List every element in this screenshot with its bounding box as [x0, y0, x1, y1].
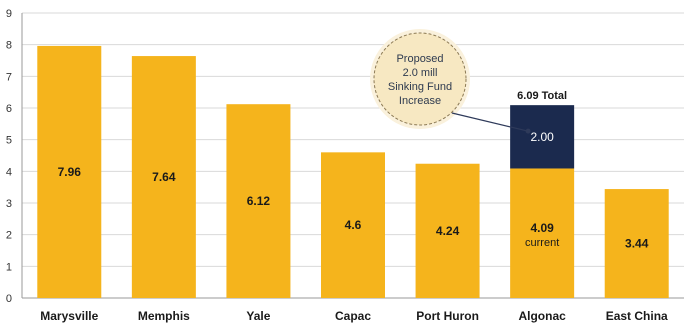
annotation-line: Sinking Fund	[388, 81, 452, 93]
x-tick-label: Memphis	[138, 309, 190, 323]
x-tick-label: Port Huron	[416, 309, 479, 323]
x-axis: Marysville Memphis Yale Capac Port Huron Algo…	[40, 309, 668, 323]
x-tick-label: Yale	[246, 309, 270, 323]
bar	[415, 163, 480, 298]
bar-value-label: 7.96	[58, 165, 82, 179]
x-tick-label: Marysville	[40, 309, 98, 323]
bar	[37, 45, 102, 298]
bar	[321, 152, 385, 298]
x-tick-label: Capac	[335, 309, 371, 323]
bar-value-label: 6.12	[247, 194, 271, 208]
bar-value-label: 4.09	[530, 221, 554, 235]
annotation-line: Proposed	[396, 53, 443, 65]
y-tick-label: 5	[6, 135, 12, 147]
annotation-pointer-line	[451, 112, 529, 132]
annotation-bubble	[373, 32, 467, 126]
bar	[604, 189, 669, 298]
y-tick-label: 0	[6, 293, 12, 305]
x-tick-label: Algonac	[518, 309, 566, 323]
y-tick-label: 8	[6, 40, 12, 52]
y-tick-label: 7	[6, 71, 12, 83]
bar	[131, 56, 196, 298]
bar	[510, 168, 575, 298]
bars: 7.96 7.64 6.12 4.6 4.24 4.09 current 2.00 6.09 T…	[37, 45, 669, 298]
bar-value-label: 3.44	[625, 237, 649, 251]
bar-value-label: 4.24	[436, 224, 460, 238]
x-tick-label: East China	[606, 309, 668, 323]
bar	[226, 104, 291, 298]
y-tick-label: 4	[6, 166, 12, 178]
y-axis: 0 1 2 3 4 5 6 7 8 9	[6, 8, 23, 305]
bar-value-label: 7.64	[152, 170, 176, 184]
y-tick-label: 9	[6, 8, 12, 20]
annotation: Proposed 2.0 mill Sinking Fund Increase	[370, 29, 531, 134]
bar-sub-label: current	[525, 237, 559, 249]
stacked-value-label: 2.00	[530, 130, 554, 144]
y-tick-label: 2	[6, 230, 12, 242]
annotation-line: Increase	[399, 95, 441, 107]
bar-value-label: 4.6	[345, 218, 362, 232]
y-tick-label: 1	[6, 261, 12, 273]
total-label: 6.09 Total	[517, 90, 567, 102]
y-tick-label: 3	[6, 198, 12, 210]
stacked-bar	[510, 105, 575, 169]
y-tick-label: 6	[6, 103, 12, 115]
annotation-pointer-dot	[525, 128, 531, 134]
annotation-line: 2.0 mill	[403, 67, 438, 79]
